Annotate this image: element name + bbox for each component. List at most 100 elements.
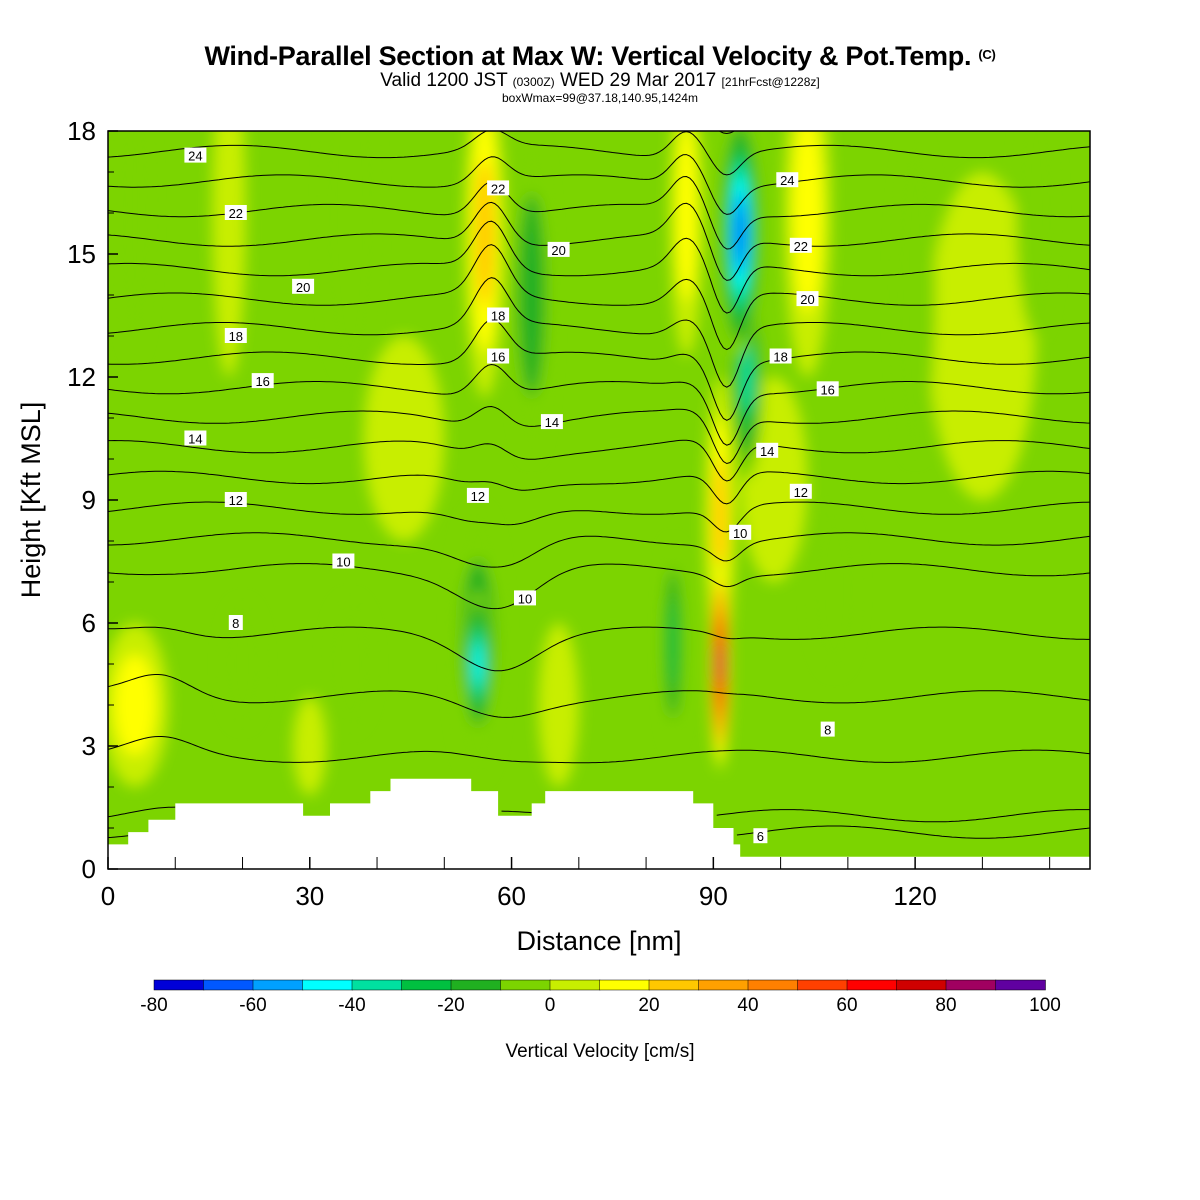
velocity-region [538, 623, 579, 787]
theta-contour-line [108, 674, 1090, 718]
contour-label-bg [184, 430, 207, 446]
copyright-tag: (C) [978, 47, 996, 62]
contour-label: 20 [547, 241, 570, 258]
theta-contour-line [108, 405, 1090, 465]
contour-label-text: 18 [229, 329, 243, 344]
x-axis-title: Distance [nm] [516, 926, 681, 956]
contour-label-bg [816, 381, 839, 397]
contour-label: 6 [753, 828, 768, 844]
contour-label: 14 [540, 414, 563, 430]
contour-label: 12 [466, 487, 489, 504]
contour-label-bg [789, 237, 812, 253]
colorbar-swatch [747, 979, 799, 991]
contour-label: 22 [487, 180, 510, 196]
theta-contour-line [108, 244, 1090, 351]
colorbar-swatch [153, 979, 205, 991]
contour-label: 12 [224, 492, 247, 508]
velocity-region [741, 341, 753, 413]
valid-utc: (0300Z) [512, 75, 555, 89]
contour-label-bg [540, 414, 563, 430]
valid-time: Valid 1200 JST (0300Z) WED 29 Mar 2017 [… [0, 71, 1200, 92]
velocity-region [894, 131, 936, 459]
theta-contour-line [108, 175, 1090, 250]
theta-contour-line [108, 501, 1090, 533]
colorbar-swatch [500, 979, 551, 991]
theta-contour-line [108, 318, 1090, 421]
y-tick-label: 9 [82, 485, 96, 515]
contour-label: 18 [224, 328, 247, 344]
velocity-region [810, 508, 858, 673]
y-tick-label: 6 [82, 608, 96, 638]
title-block: Wind-Parallel Section at Max W: Vertical… [0, 40, 1200, 105]
theta-contour-line [108, 806, 1090, 823]
contour-label-bg [547, 241, 570, 257]
contour-label-text: 14 [545, 415, 559, 430]
colorbar-label: -40 [338, 995, 365, 1016]
colorbar-label: -20 [437, 995, 464, 1016]
contour-label-text: 18 [491, 309, 505, 324]
x-axis: 0 30 60 90 120 [101, 857, 1051, 911]
theta-contour-line [718, 131, 736, 135]
contour-label-bg [487, 307, 510, 323]
contour-label-text: 22 [491, 181, 505, 196]
velocity-region [793, 131, 823, 314]
contour-label-text: 10 [336, 555, 350, 570]
contour-label-text: 12 [229, 493, 243, 508]
theta-contours [108, 131, 1090, 839]
valid-date: WED 29 Mar 2017 [559, 70, 717, 91]
contour-label-text: 6 [757, 829, 764, 844]
contour-label-bg [487, 348, 510, 364]
velocity-region [475, 160, 494, 307]
theta-contour-line [108, 532, 1090, 568]
theta-contour-line [108, 201, 1090, 281]
velocity-region [326, 598, 374, 730]
velocity-region [676, 131, 697, 302]
contour-label: 14 [756, 442, 779, 459]
chart-title: Wind-Parallel Section at Max W: Vertical… [0, 40, 1200, 71]
colorbar-swatch [896, 979, 947, 991]
contour-label-text: 20 [551, 243, 565, 258]
contour-label: 12 [789, 483, 812, 500]
colorbar-label: 60 [836, 995, 857, 1016]
velocity-region [292, 696, 327, 796]
contour-label-bg [224, 492, 247, 507]
contour-label-bg [251, 373, 274, 389]
velocity-region [1015, 131, 1057, 336]
colorbar-label: 80 [935, 995, 956, 1016]
colorbar-swatch [302, 979, 353, 991]
colorbar-swatch [351, 979, 403, 991]
theta-contour-line [108, 439, 1090, 482]
contour-label: 18 [769, 348, 792, 365]
velocity-region [212, 131, 246, 377]
contour-label: 20 [796, 291, 819, 307]
velocity-region [323, 131, 378, 377]
contour-label: 18 [487, 307, 510, 324]
colorbar-swatch [945, 979, 997, 991]
theta-contour-line [108, 131, 1090, 176]
contour-label-bg [466, 487, 489, 503]
theta-contour-line [108, 470, 1090, 505]
colorbar-swatch [450, 979, 502, 991]
x-tick-label: 30 [295, 881, 324, 911]
contour-label: 16 [251, 373, 274, 389]
colorbar-label: 40 [737, 995, 758, 1016]
terrain [108, 778, 1090, 869]
colorbar-label: 20 [638, 995, 659, 1016]
velocity-region [718, 646, 722, 682]
y-tick-label: 15 [67, 239, 96, 269]
colorbar-swatch [599, 979, 650, 991]
contour-label-text: 16 [255, 374, 269, 389]
contour-label-text: 8 [232, 616, 239, 631]
velocity-region [222, 602, 263, 726]
contour-label-bg [514, 590, 536, 606]
contour-label: 10 [729, 524, 752, 541]
contour-label-bg [796, 291, 819, 307]
contour-label-bg [292, 278, 315, 294]
box-info: boxWmax=99@37.18,140.95,1424m [502, 91, 698, 105]
contour-label-bg [228, 615, 243, 630]
contour-label-text: 20 [296, 280, 310, 295]
x-tick-label: 60 [497, 881, 526, 911]
contour-label-bg [224, 205, 247, 220]
colorbar-swatch [698, 979, 749, 991]
